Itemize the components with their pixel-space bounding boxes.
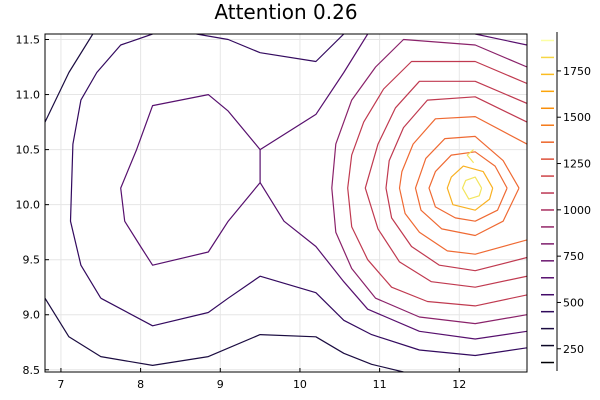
x-tick-label: 9 [217, 378, 224, 391]
contour-line-1900 [466, 149, 475, 164]
contour-line-1500 [414, 135, 520, 237]
y-tick-label: 9.0 [23, 309, 41, 322]
chart-title: Attention 0.26 [214, 0, 357, 24]
colorbar-ticks: 250 500 750 1000 1250 1500 1750 [557, 65, 591, 356]
contour-line-750 [120, 94, 261, 266]
colorbar-tick-label: 1750 [563, 65, 591, 78]
contour-line-500 [69, 34, 153, 299]
colorbar-tick-label: 1500 [563, 111, 591, 124]
contour-line-1250 [347, 60, 527, 307]
contour-line-250 [45, 34, 94, 123]
contour-line-500 [196, 34, 261, 54]
contour-line-500 [100, 275, 527, 357]
plot-frame [44, 33, 528, 373]
contour-line-750 [259, 182, 527, 340]
x-tick-label: 10 [293, 378, 307, 391]
contour-line-1750 [446, 165, 494, 211]
x-axis-ticks: 7 8 9 10 11 12 [57, 368, 466, 391]
contour-line-250 [45, 297, 404, 372]
x-tick-label: 11 [373, 378, 387, 391]
y-tick-label: 11.0 [16, 89, 41, 102]
colorbar-tick-label: 750 [563, 250, 584, 263]
contour-line-1500 [428, 151, 508, 222]
grid [45, 34, 527, 372]
colorbar-tick-label: 500 [563, 296, 584, 309]
x-tick-label: 8 [137, 378, 144, 391]
x-tick-label: 7 [57, 378, 64, 391]
y-axis-ticks: 8.5 9.0 9.5 10.0 10.5 11.0 11.5 [16, 34, 49, 377]
contour-line-750 [259, 34, 369, 151]
contour-line-750 [475, 34, 527, 46]
colorbar: 250 500 750 1000 1250 1500 1750 [541, 32, 591, 371]
contour-line-1000 [331, 38, 527, 325]
colorbar-tick-label: 1250 [563, 158, 591, 171]
y-tick-label: 10.5 [16, 144, 41, 157]
contour-lines [45, 34, 527, 372]
y-tick-label: 8.5 [23, 364, 41, 377]
colorbar-tick-label: 250 [563, 343, 584, 356]
contour-line-1250 [364, 80, 527, 288]
colorbar-swatches [541, 39, 554, 364]
y-tick-label: 9.5 [23, 254, 41, 267]
contour-line-1250 [385, 96, 527, 272]
y-tick-label: 10.0 [16, 199, 41, 212]
contour-line-1900 [461, 176, 483, 200]
colorbar-tick-label: 1000 [563, 204, 591, 217]
y-tick-label: 11.5 [16, 34, 41, 47]
contour-line-500 [260, 34, 345, 63]
contour-line-1500 [398, 116, 527, 255]
x-tick-label: 12 [452, 378, 466, 391]
